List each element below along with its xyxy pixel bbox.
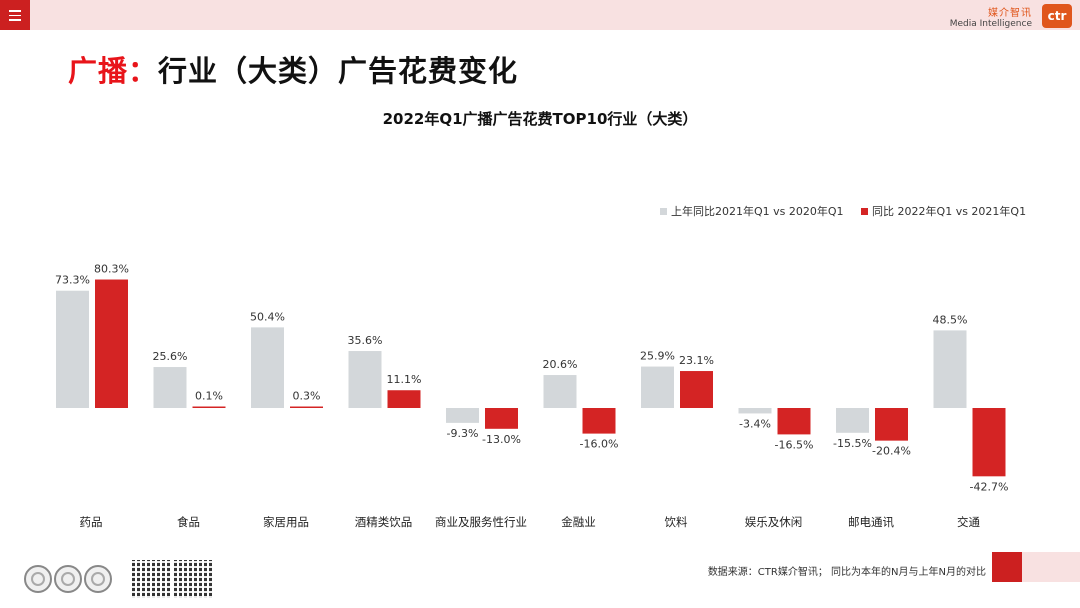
- bar-prev-year: [933, 330, 967, 408]
- hamburger-menu-icon[interactable]: [0, 0, 30, 30]
- bar-prev-year: [641, 366, 674, 408]
- sgs-certification-icon: [54, 565, 82, 593]
- bottom-accent-block: [992, 552, 1022, 582]
- category-label: 食品: [177, 515, 200, 529]
- category-label: 娱乐及休闲: [745, 515, 803, 529]
- page-title-accent: 广播：: [68, 54, 159, 88]
- legend-item-current-year: 同比 2022年Q1 vs 2021年Q1: [861, 203, 1026, 219]
- bar-current-year: [95, 279, 128, 408]
- data-label: 50.4%: [250, 310, 285, 323]
- bar-prev-year: [153, 367, 187, 408]
- data-label: 20.6%: [543, 358, 578, 371]
- bar-current-year: [387, 390, 421, 408]
- category-label: 邮电通讯: [848, 515, 894, 529]
- legend-swatch-prev-year: [660, 208, 667, 215]
- legend-label-current-year: 同比 2022年Q1 vs 2021年Q1: [872, 205, 1027, 218]
- data-label: -20.4%: [872, 445, 911, 458]
- data-label: -9.3%: [447, 427, 479, 440]
- bar-current-year: [680, 371, 713, 408]
- data-label: 23.1%: [679, 354, 714, 367]
- data-label: 0.3%: [293, 390, 321, 403]
- legend-swatch-current-year: [861, 208, 869, 215]
- bar-prev-year: [56, 290, 89, 408]
- data-label: 73.3%: [55, 274, 90, 287]
- category-label: 金融业: [561, 515, 596, 529]
- data-label: 48.5%: [933, 313, 968, 326]
- page-title-rest: 行业（大类）广告花费变化: [158, 54, 519, 88]
- brand-text: 媒介智讯 Media Intelligence: [950, 8, 1032, 30]
- brand-cn-name: 媒介智讯: [988, 8, 1032, 19]
- category-label: 家居用品: [263, 515, 309, 529]
- category-label: 交通: [957, 515, 980, 529]
- bar-prev-year: [836, 408, 869, 433]
- sgs-certification-icon: [24, 565, 52, 593]
- chart-legend: 上年同比2021年Q1 vs 2020年Q1 同比 2022年Q1 vs 202…: [660, 203, 1040, 219]
- source-note: 数据来源：CTR媒介智讯； 同比为本年的N月与上年N月的对比: [707, 567, 986, 578]
- category-label: 酒精类饮品: [355, 515, 413, 529]
- qr-code-icon: [174, 560, 212, 598]
- legend-item-prev-year: 上年同比2021年Q1 vs 2020年Q1: [660, 203, 844, 219]
- bar-current-year: [875, 408, 908, 441]
- legend-label-prev-year: 上年同比2021年Q1 vs 2020年Q1: [671, 205, 844, 218]
- category-label: 药品: [80, 515, 103, 529]
- page-title: 广播：行业（大类）广告花费变化: [68, 48, 518, 90]
- data-label: 0.1%: [195, 390, 223, 403]
- data-label: 80.3%: [94, 263, 129, 276]
- data-label: 11.1%: [387, 373, 422, 386]
- data-label: -16.5%: [775, 438, 814, 451]
- data-label: -42.7%: [970, 480, 1009, 493]
- bar-prev-year: [348, 351, 382, 408]
- data-label: -15.5%: [833, 437, 872, 450]
- chart-title: 2022年Q1广播广告花费TOP10行业（大类）: [382, 110, 698, 128]
- category-label: 商业及服务性行业: [435, 515, 527, 529]
- sgs-certification-icon: [84, 565, 112, 593]
- data-label: -16.0%: [580, 438, 619, 451]
- ctr-logo: ctr: [1042, 4, 1072, 28]
- category-label: 饮料: [665, 515, 688, 529]
- bar-prev-year: [543, 375, 577, 408]
- bar-prev-year: [446, 408, 479, 423]
- brand-en-name: Media Intelligence: [949, 19, 1032, 29]
- data-label: 25.6%: [153, 350, 188, 363]
- data-label: -13.0%: [482, 433, 521, 446]
- bar-current-year: [485, 408, 518, 429]
- bar-current-year: [582, 408, 616, 434]
- bar-prev-year: [251, 327, 284, 408]
- bar-prev-year: [738, 408, 772, 414]
- top-bar: [0, 0, 1080, 30]
- data-label: 25.9%: [640, 350, 675, 363]
- qr-code-icon: [132, 560, 170, 598]
- data-label: -3.4%: [739, 417, 771, 430]
- bar-current-year: [972, 408, 1006, 477]
- certification-badges: [24, 565, 114, 597]
- data-label: 35.6%: [348, 334, 383, 347]
- bar-current-year: [290, 406, 323, 408]
- bar-current-year: [192, 406, 226, 408]
- bar-current-year: [777, 408, 811, 435]
